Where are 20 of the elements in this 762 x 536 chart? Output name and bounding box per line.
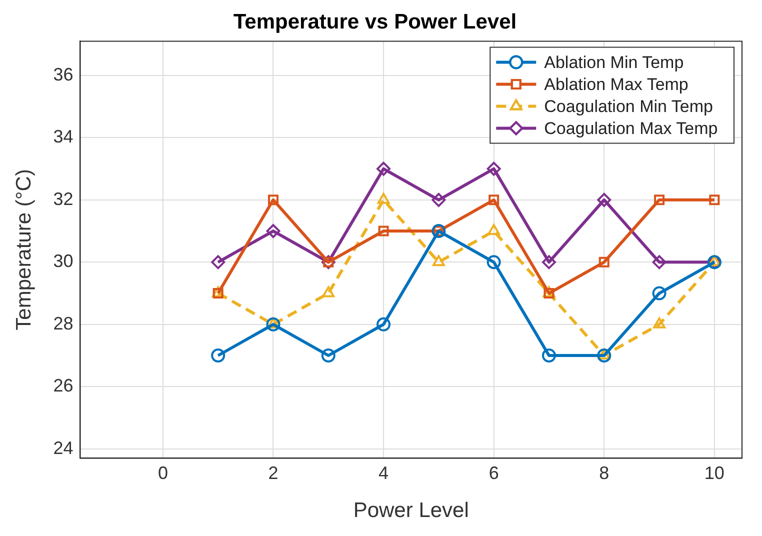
x-tick-label: 10 — [704, 462, 724, 483]
legend-label: Ablation Max Temp — [544, 74, 688, 94]
y-axis-title: Temperature (°C) — [12, 169, 36, 330]
legend-label: Coagulation Max Temp — [544, 118, 718, 138]
y-tick-label: 28 — [53, 313, 74, 334]
x-tick-label: 6 — [488, 462, 499, 483]
x-tick-label: 8 — [599, 462, 610, 483]
legend-label: Ablation Min Temp — [544, 52, 684, 72]
y-tick-label: 26 — [53, 376, 74, 396]
x-axis-title: Power Level — [353, 499, 469, 522]
x-tick-label: 4 — [378, 462, 389, 483]
x-tick-label: 2 — [268, 462, 278, 483]
y-tick-label: 36 — [53, 64, 74, 84]
chart-title: Temperature vs Power Level — [233, 10, 517, 34]
y-tick-label: 32 — [53, 188, 74, 209]
y-tick-label: 30 — [53, 251, 74, 272]
x-tick-label: 0 — [158, 462, 168, 483]
y-tick-label: 34 — [53, 126, 74, 147]
y-tick-label: 24 — [53, 438, 74, 458]
legend-label: Coagulation Min Temp — [544, 96, 713, 116]
